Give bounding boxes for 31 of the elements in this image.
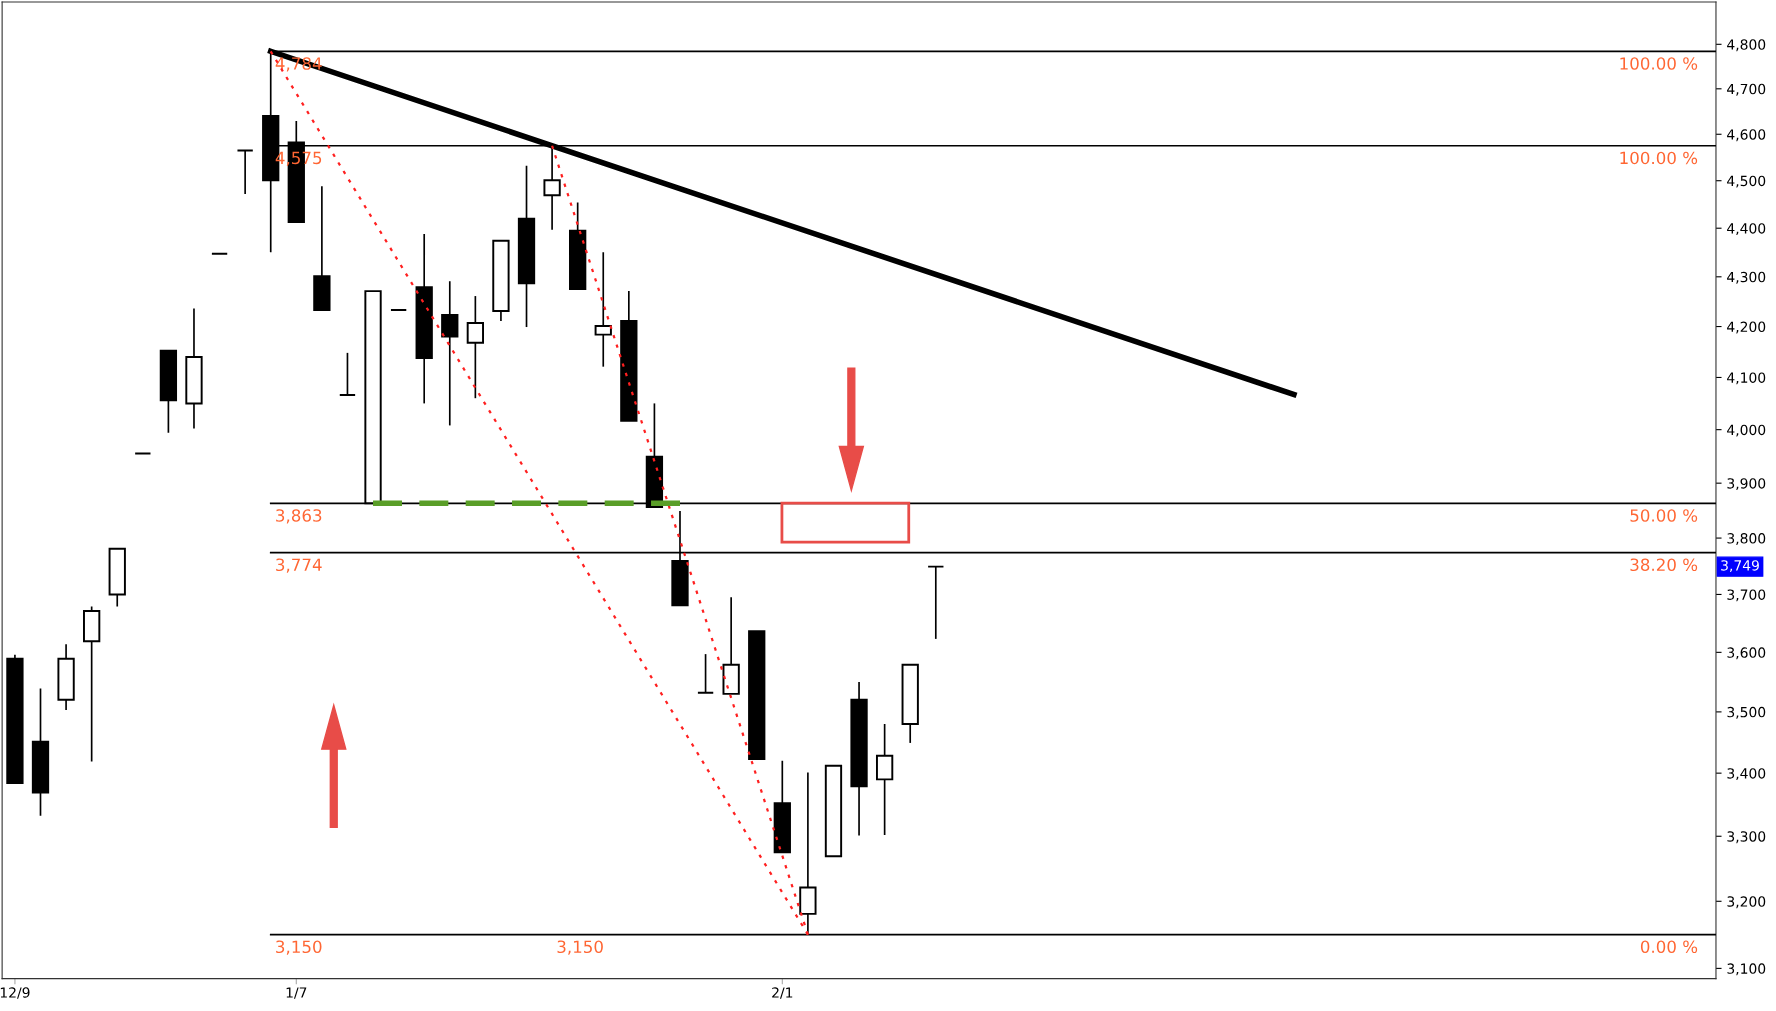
y-tick-label: 3,600 <box>1727 647 1766 660</box>
y-tick-label: 4,300 <box>1727 271 1766 284</box>
y-tick-label: 4,400 <box>1727 223 1766 236</box>
ref-line-label: 3,863 <box>276 509 322 524</box>
y-tick-label: 3,300 <box>1727 831 1766 844</box>
y-tick-label: 4,800 <box>1727 39 1766 52</box>
y-tick-label: 4,100 <box>1727 372 1766 385</box>
y-tick-label: 3,100 <box>1727 963 1766 976</box>
y-tick-label: 3,400 <box>1727 768 1766 781</box>
text: 3,749 <box>1721 560 1759 573</box>
annotation: 38.20 % <box>1630 558 1698 572</box>
y-tick-label: 3,500 <box>1727 706 1766 719</box>
y-tick-label: 4,200 <box>1727 321 1766 334</box>
x-tick-label: 12/9 <box>0 987 30 999</box>
ref-line-label: 3,774 <box>276 558 322 573</box>
annotation: 3,150 <box>557 940 603 955</box>
y-tick-label: 4,000 <box>1727 424 1766 437</box>
annotation: 50.00 % <box>1630 509 1698 522</box>
ref-line-label: 3,150 <box>276 940 322 955</box>
annotation: 100.00 % <box>1620 57 1698 70</box>
y-tick-label: 4,600 <box>1727 129 1766 142</box>
y-tick-label: 4,500 <box>1727 175 1766 188</box>
annotation: 0.00 % <box>1640 940 1698 954</box>
x-tick-label: 1/7 <box>286 987 307 999</box>
y-tick-label: 3,200 <box>1727 896 1766 909</box>
y-tick-label: 3,700 <box>1727 589 1766 602</box>
y-tick-label: 3,900 <box>1727 478 1766 491</box>
annotation: 100.00 % <box>1620 151 1698 165</box>
y-tick-label: 4,700 <box>1727 83 1766 96</box>
y-tick-label: 3,800 <box>1727 533 1766 545</box>
x-tick-label: 2/1 <box>772 987 793 999</box>
